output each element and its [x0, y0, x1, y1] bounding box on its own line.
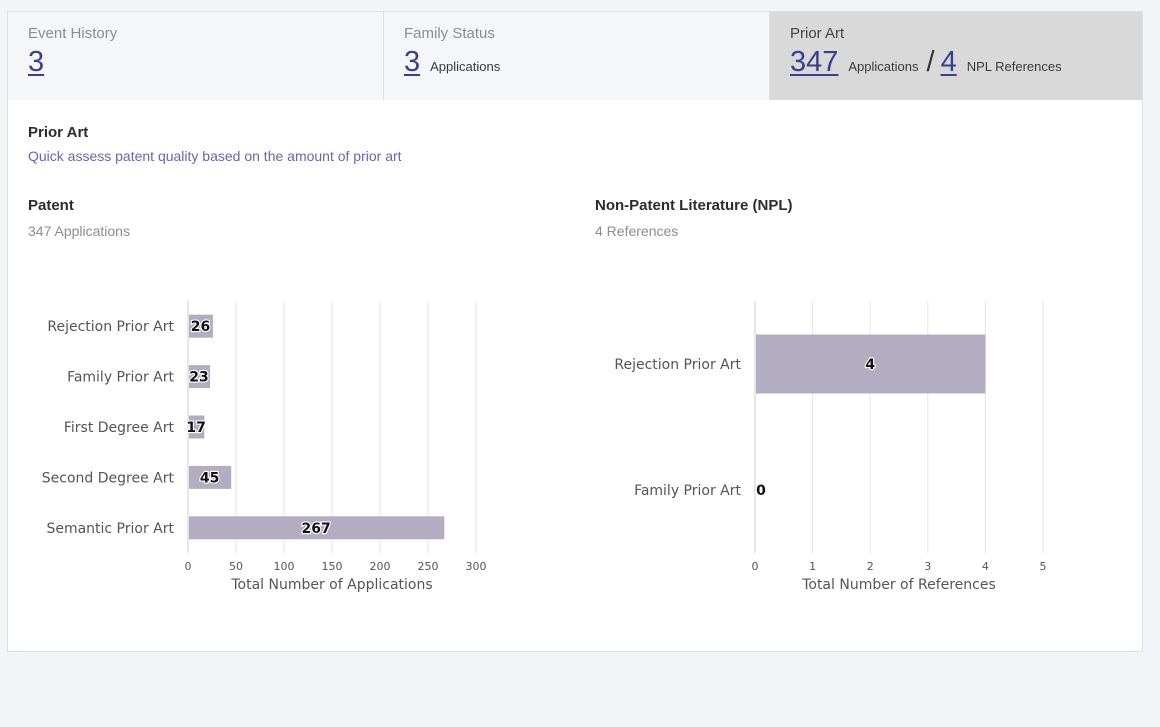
bar [189, 415, 205, 439]
prior-art-card: Event History 3 Family Status 3 Applicat… [7, 11, 1143, 652]
bar-value-label: 26 [191, 319, 210, 335]
bar [189, 365, 211, 389]
bar-value-label: 23 [189, 370, 208, 386]
patent-subtitle: 347 Applications [28, 223, 130, 239]
section-title: Prior Art [28, 124, 89, 141]
category-label: Second Degree Art [42, 470, 175, 486]
x-tick-label: 250 [418, 560, 439, 573]
tab-unit: NPL References [966, 59, 1062, 74]
bar-value-label: 17 [186, 420, 205, 436]
tab-prior-art[interactable]: Prior Art 347 Applications / 4 NPL Refer… [769, 12, 1142, 100]
x-tick-label: 5 [1040, 560, 1047, 573]
tab-title: Event History [28, 25, 118, 42]
x-tick-label: 100 [274, 560, 295, 573]
section-subtitle: Quick assess patent quality based on the… [28, 148, 402, 164]
category-label: Family Prior Art [634, 483, 741, 499]
bar-value-label: 0 [756, 483, 766, 499]
npl-title: Non-Patent Literature (NPL) [595, 197, 793, 214]
bar-value-label: 45 [200, 470, 219, 486]
x-tick-label: 0 [185, 560, 192, 573]
x-tick-label: 200 [370, 560, 391, 573]
bar [189, 314, 213, 338]
tab-family-status[interactable]: Family Status 3 Applications [383, 12, 769, 100]
x-axis-title: Total Number of Applications [230, 577, 432, 593]
x-tick-label: 3 [924, 560, 931, 573]
category-label: Semantic Prior Art [46, 521, 174, 537]
event-history-count-link[interactable]: 3 [28, 46, 45, 78]
x-tick-label: 1 [809, 560, 816, 573]
tab-unit: Applications [430, 59, 501, 74]
bar [756, 334, 986, 394]
x-tick-label: 0 [752, 560, 759, 573]
bar-value-label: 4 [865, 357, 875, 373]
npl-references-link[interactable]: 4 [940, 46, 957, 78]
bar [189, 516, 445, 540]
npl-subtitle: 4 References [595, 223, 679, 239]
npl-bar-chart: 0 1 2 3 4 5 Rejection Prior Art 4 Family Prior A… [614, 301, 1047, 593]
bar [189, 465, 232, 489]
bar-value-label: 267 [302, 521, 331, 537]
x-axis-title: Total Number of References [801, 577, 996, 593]
category-label: First Degree Art [64, 420, 175, 436]
tab-event-history[interactable]: Event History 3 [8, 12, 383, 100]
summary-tabs: Event History 3 Family Status 3 Applicat… [8, 12, 1142, 100]
x-tick-label: 300 [466, 560, 487, 573]
prior-art-applications-link[interactable]: 347 [790, 46, 839, 78]
x-tick-label: 2 [867, 560, 874, 573]
x-tick-label: 4 [982, 560, 989, 573]
tab-unit: Applications [848, 59, 919, 74]
separator: / [926, 46, 935, 78]
family-status-count-link[interactable]: 3 [404, 46, 421, 78]
category-label: Rejection Prior Art [47, 319, 174, 335]
category-label: Family Prior Art [67, 370, 174, 386]
category-label: Rejection Prior Art [614, 357, 741, 373]
x-tick-label: 50 [229, 560, 243, 573]
tab-title: Family Status [404, 25, 495, 42]
patent-title: Patent [28, 197, 74, 214]
tab-title: Prior Art [790, 25, 845, 42]
patent-bar-chart: 0 50 100 150 200 250 300 Rejection Prior Art 26 F… [42, 301, 487, 593]
x-tick-label: 150 [322, 560, 343, 573]
